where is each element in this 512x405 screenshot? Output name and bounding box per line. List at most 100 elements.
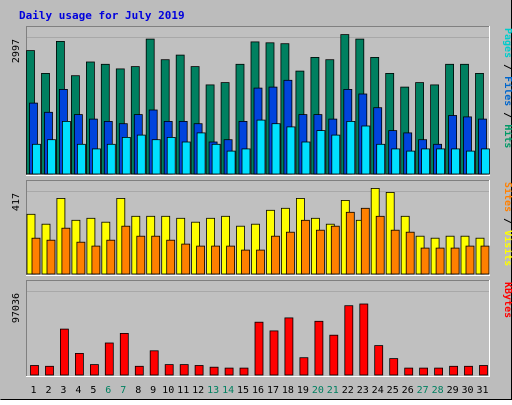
legend-entry: Files xyxy=(502,76,512,106)
bar-sites-day-4 xyxy=(76,241,86,275)
series-visits xyxy=(26,187,485,275)
bar-sites-day-23 xyxy=(360,207,370,275)
bar-sites-day-30 xyxy=(465,245,475,275)
bar-pages-day-1 xyxy=(32,143,41,175)
bar-pages-day-30 xyxy=(466,150,475,175)
bar-kbytes-day-22 xyxy=(344,305,354,376)
x-tick-label: 5 xyxy=(90,385,96,396)
x-tick-label: 17 xyxy=(267,385,279,396)
bar-sites-day-3 xyxy=(61,227,71,275)
bar-pages-day-26 xyxy=(406,150,416,175)
x-tick-label: 3 xyxy=(60,385,66,396)
bar-pages-day-7 xyxy=(121,136,131,175)
bar-sites-day-31 xyxy=(480,245,490,275)
bar-kbytes-day-31 xyxy=(479,365,488,376)
bar-kbytes-day-23 xyxy=(359,303,369,376)
bar-pages-day-24 xyxy=(376,143,386,175)
x-tick-label: 13 xyxy=(207,385,219,396)
bar-kbytes-day-10 xyxy=(164,364,174,376)
bar-kbytes-day-15 xyxy=(239,367,249,376)
bar-kbytes-day-19 xyxy=(299,357,309,376)
legend-entry: KBytes xyxy=(502,282,512,318)
y-max-label: 97036 xyxy=(11,293,22,323)
legend-entry: Visits xyxy=(502,230,512,266)
bar-pages-day-4 xyxy=(77,143,86,175)
bar-visits-day-16 xyxy=(251,223,260,275)
x-tick-label: 21 xyxy=(327,385,339,396)
x-tick-label: 11 xyxy=(177,385,189,396)
x-tick-label: 6 xyxy=(105,385,111,396)
x-tick-label: 23 xyxy=(357,385,369,396)
bar-kbytes-day-12 xyxy=(194,365,204,376)
bar-pages-day-17 xyxy=(271,123,281,175)
bar-sites-day-27 xyxy=(420,247,430,275)
bar-pages-day-23 xyxy=(361,125,371,175)
bar-sites-day-8 xyxy=(136,235,146,275)
bar-sites-day-12 xyxy=(196,245,206,275)
x-tick-label: 7 xyxy=(120,385,126,396)
bar-sites-day-13 xyxy=(211,245,221,275)
bar-pages-day-10 xyxy=(166,136,176,175)
x-tick-label: 18 xyxy=(282,385,294,396)
bar-kbytes-day-5 xyxy=(90,364,99,376)
bar-sites-day-20 xyxy=(315,229,325,275)
bar-pages-day-15 xyxy=(241,148,251,175)
bar-pages-day-20 xyxy=(316,130,326,175)
bar-kbytes-day-14 xyxy=(224,367,234,376)
bar-visits-day-14 xyxy=(221,215,231,275)
panel-visits: 417 Sites / Visits xyxy=(11,180,512,276)
bar-pages-day-25 xyxy=(391,148,401,175)
x-tick-label: 12 xyxy=(192,385,204,396)
bar-kbytes-day-26 xyxy=(404,367,414,376)
bar-pages-day-31 xyxy=(481,148,490,175)
bar-sites-day-28 xyxy=(435,247,445,275)
bar-sites-day-18 xyxy=(285,231,295,275)
x-tick-label: 19 xyxy=(297,385,309,396)
bar-kbytes-day-18 xyxy=(284,317,294,376)
x-tick-label: 10 xyxy=(162,385,174,396)
y-max-label: 2997 xyxy=(11,39,22,63)
panel-legend: KBytes xyxy=(502,282,512,318)
bar-pages-day-18 xyxy=(286,126,296,175)
x-tick-label: 31 xyxy=(476,385,488,396)
panel-legend: Pages / Files / Hits xyxy=(502,28,512,148)
legend-entry: / xyxy=(502,58,512,76)
bar-pages-day-16 xyxy=(256,119,266,175)
bar-kbytes-day-25 xyxy=(389,358,399,376)
x-tick-label: 2 xyxy=(45,385,51,396)
bar-sites-day-9 xyxy=(151,235,161,275)
bar-pages-day-14 xyxy=(226,150,236,175)
bar-pages-day-5 xyxy=(92,148,101,175)
bar-kbytes-day-27 xyxy=(419,367,429,376)
bar-sites-day-10 xyxy=(166,239,176,275)
x-tick-label: 15 xyxy=(237,385,249,396)
chart-title: Daily usage for July 2019 xyxy=(19,9,185,22)
panel-kbytes: 97036 KBytes xyxy=(11,280,512,377)
bar-pages-day-21 xyxy=(331,134,341,175)
bar-kbytes-day-21 xyxy=(329,334,339,376)
bar-sites-day-26 xyxy=(405,231,415,275)
x-tick-label: 27 xyxy=(417,385,429,396)
bar-pages-day-19 xyxy=(301,141,311,175)
bar-sites-day-21 xyxy=(330,225,340,275)
bar-sites-day-22 xyxy=(345,211,355,275)
bar-pages-day-8 xyxy=(136,134,146,175)
legend-entry: Sites xyxy=(502,182,512,212)
bar-sites-day-19 xyxy=(300,219,310,275)
bar-kbytes-day-3 xyxy=(60,328,69,376)
bar-kbytes-day-9 xyxy=(149,350,159,376)
bar-pages-day-3 xyxy=(62,121,71,175)
legend-entry: Pages xyxy=(502,28,512,58)
x-tick-label: 1 xyxy=(30,385,36,396)
x-tick-label: 4 xyxy=(75,385,81,396)
bar-pages-day-28 xyxy=(436,148,446,175)
bar-sites-day-15 xyxy=(241,249,250,275)
bar-sites-day-17 xyxy=(271,235,280,275)
bar-pages-day-13 xyxy=(211,143,221,175)
bar-sites-day-16 xyxy=(256,249,265,275)
bar-kbytes-day-1 xyxy=(30,365,39,376)
x-tick-label: 24 xyxy=(372,385,384,396)
x-tick-label: 8 xyxy=(135,385,141,396)
